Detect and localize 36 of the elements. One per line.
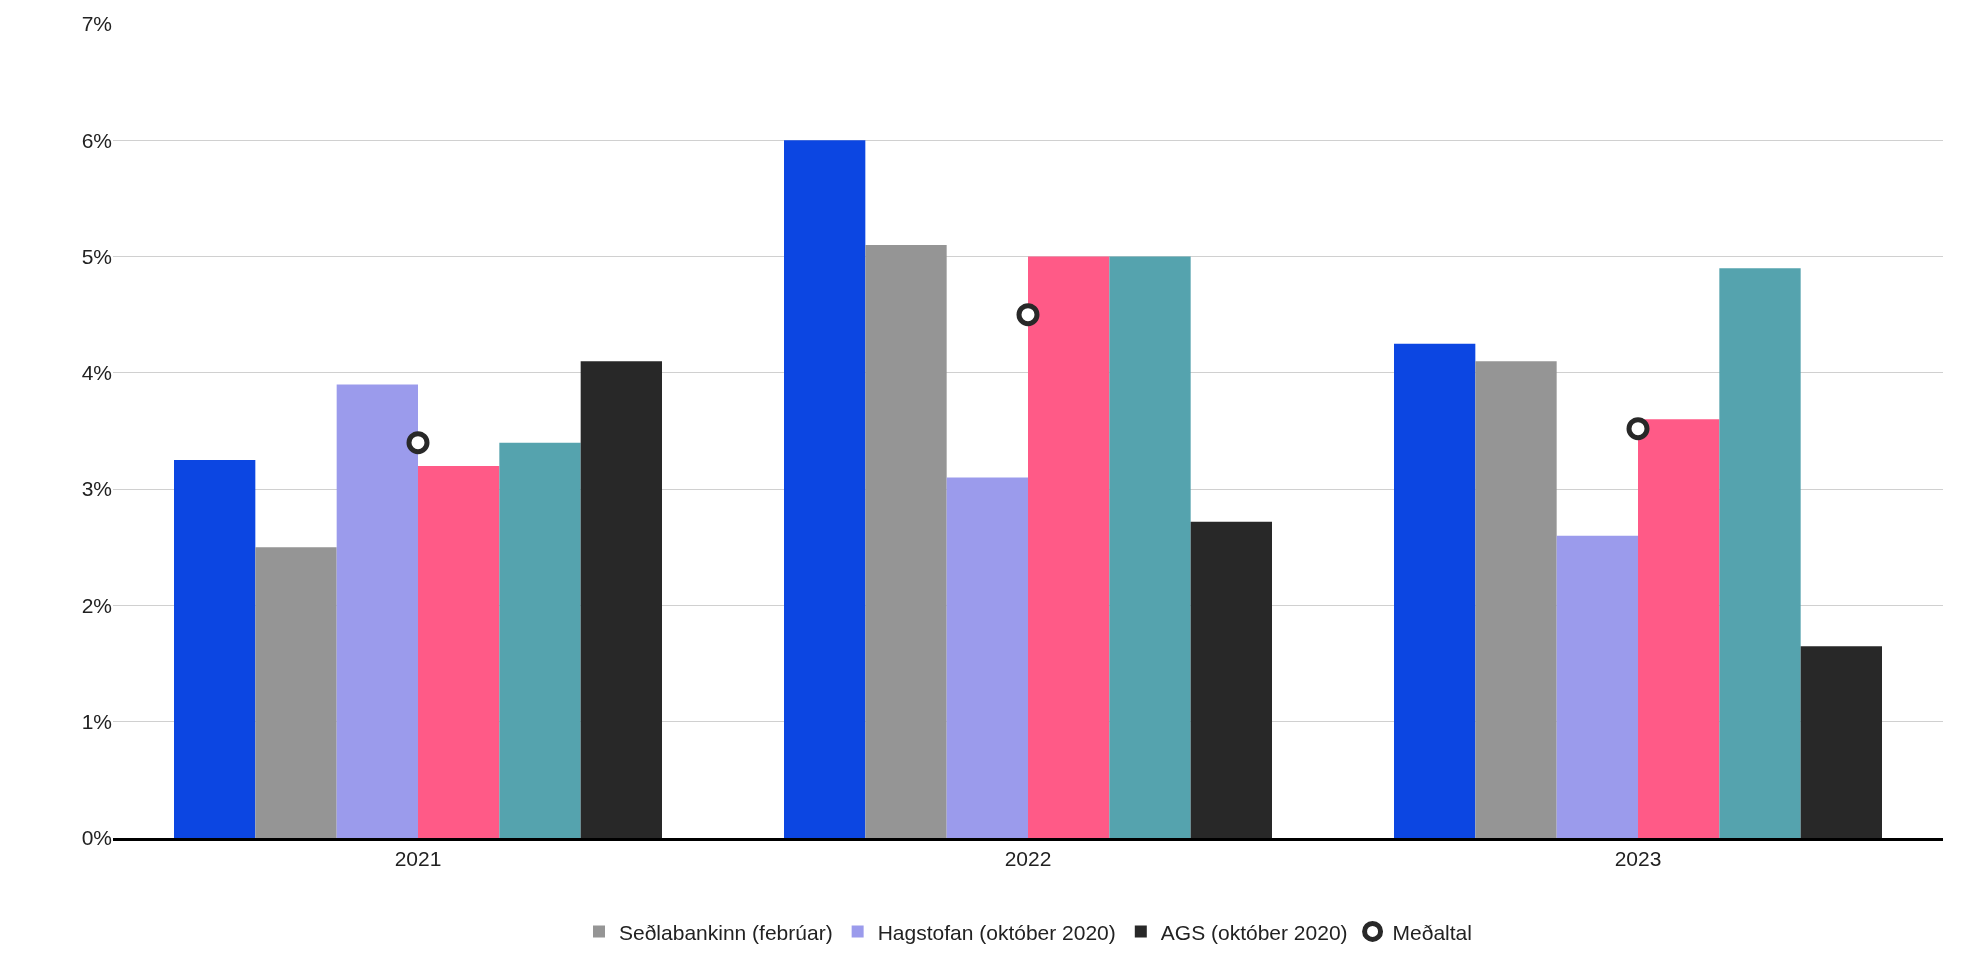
bar: [255, 547, 337, 838]
y-tick-label: 6%: [81, 128, 112, 152]
bar: [1190, 521, 1272, 838]
bar: [1719, 268, 1801, 838]
legend-label: AGS (október 2020): [1160, 920, 1348, 944]
x-tick-label: 2023: [1614, 847, 1662, 871]
y-tick-label: 7%: [81, 12, 112, 36]
bar: [580, 361, 662, 838]
bar: [418, 465, 500, 838]
bar: [174, 460, 256, 838]
point: [406, 431, 430, 455]
y-tick-label: 2%: [81, 593, 112, 617]
legend-label: Meðaltal: [1392, 920, 1472, 944]
bar: [784, 140, 866, 838]
bar: [865, 244, 947, 838]
bar: [1800, 646, 1882, 838]
y-tick-label: 3%: [81, 477, 112, 501]
bar: [336, 384, 418, 838]
legend-label: Seðlabankinn (febrúar): [619, 920, 833, 944]
y-tick-label: 4%: [81, 361, 112, 385]
bar: [1109, 256, 1191, 838]
bar: [1028, 256, 1110, 838]
bar: [1394, 343, 1476, 838]
bar: [499, 442, 581, 838]
point: [1626, 417, 1650, 441]
y-tick-label: 5%: [81, 244, 112, 268]
bar: [1638, 419, 1720, 838]
bar: [946, 477, 1028, 838]
y-tick-label: 1%: [81, 710, 112, 734]
legend-label: Hagstofan (október 2020): [877, 920, 1116, 944]
x-tick-label: 2021: [394, 847, 442, 871]
bar: [1556, 535, 1638, 838]
x-tick-label: 2022: [1004, 847, 1052, 871]
point: [1016, 303, 1040, 327]
bar: [1475, 361, 1557, 838]
y-tick-label: 0%: [81, 826, 112, 850]
